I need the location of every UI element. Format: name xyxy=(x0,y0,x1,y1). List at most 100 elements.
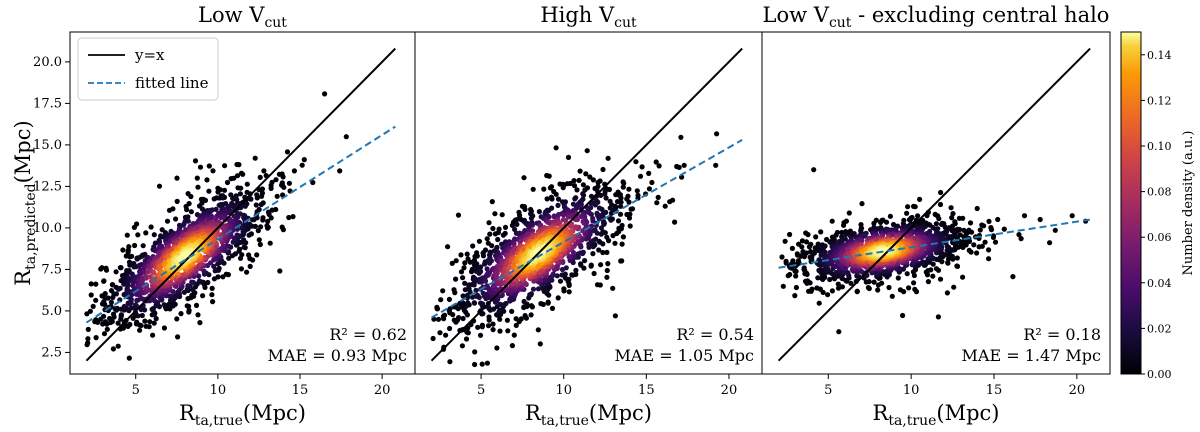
scatter-point xyxy=(1069,213,1075,219)
scatter-point xyxy=(118,265,124,271)
scatter-point xyxy=(462,260,468,266)
scatter-point xyxy=(550,271,556,277)
scatter-point xyxy=(839,284,846,290)
scatter-point xyxy=(114,305,120,311)
scatter-point xyxy=(546,207,552,213)
scatter-point xyxy=(865,285,872,291)
scatter-point xyxy=(615,218,622,224)
scatter-point xyxy=(234,173,241,179)
colorbar-tick-label: 0.06 xyxy=(1147,231,1172,244)
x-tick-label: 15 xyxy=(986,383,1003,398)
x-ticks: 5 10 15 20 xyxy=(132,374,390,398)
panel-title: Low Vcut - excluding central halo xyxy=(763,3,1110,31)
scatter-point xyxy=(811,250,818,256)
scatter-point xyxy=(563,217,569,224)
scatter-point xyxy=(485,323,492,329)
colorbar-tick-label: 0.14 xyxy=(1147,49,1172,62)
scatter-point xyxy=(639,164,645,170)
scatter-point xyxy=(839,229,845,236)
scatter-point xyxy=(793,273,799,279)
scatter-point xyxy=(279,182,285,188)
scatter-point xyxy=(268,185,274,191)
scatter-point xyxy=(598,192,604,198)
scatter-point xyxy=(509,308,515,314)
scatter-point xyxy=(590,218,596,224)
scatter-point xyxy=(513,316,519,322)
scatter-point xyxy=(780,283,786,289)
scatter-point xyxy=(244,269,250,275)
scatter-point xyxy=(237,191,243,197)
scatter-point xyxy=(460,315,466,322)
scatter-point xyxy=(555,295,561,301)
scatter-point xyxy=(484,236,490,242)
scatter-point xyxy=(600,249,606,256)
scatter-point xyxy=(222,163,228,169)
scatter-point xyxy=(843,231,849,237)
scatter-point xyxy=(602,191,608,197)
scatter-point xyxy=(590,177,597,183)
scatter-point xyxy=(88,281,94,287)
y-axis-label: Rta,predicted(Mpc) xyxy=(11,120,39,285)
mae-annotation: MAE = 0.93 Mpc xyxy=(268,346,408,365)
scatter-point xyxy=(218,214,224,220)
scatter-point xyxy=(555,213,561,219)
scatter-point xyxy=(125,249,131,255)
scatter-point xyxy=(871,279,877,285)
scatter-point xyxy=(967,220,974,226)
scatter-point xyxy=(572,196,578,202)
scatter-point xyxy=(586,210,592,216)
scatter-point xyxy=(105,295,111,301)
scatter-point xyxy=(440,288,446,294)
scatter-point xyxy=(905,204,911,210)
scatter-point xyxy=(180,222,186,228)
scatter-point xyxy=(456,315,462,321)
scatter-point xyxy=(866,279,872,285)
scatter-point xyxy=(231,175,237,181)
scatter-point xyxy=(954,263,960,269)
scatter-point xyxy=(961,227,967,233)
scatter-point xyxy=(265,218,271,224)
scatter-point xyxy=(495,229,501,236)
reference-lines xyxy=(85,47,396,362)
scatter-point xyxy=(453,276,459,282)
scatter-point xyxy=(883,219,890,225)
scatter-point xyxy=(900,312,906,319)
scatter-point xyxy=(829,288,836,294)
legend-box xyxy=(77,37,219,101)
scatter-point xyxy=(1018,236,1024,242)
scatter-point xyxy=(580,218,586,225)
scatter-point xyxy=(175,334,181,340)
scatter-point xyxy=(529,222,536,228)
panel-high-vcut: 5 10 15 20 High Vcut R² = 0.54 MAE = 1.05 M… xyxy=(414,3,763,429)
panel-excluding-central-halo: 5 10 15 20 Low Vcut - excluding central hal… xyxy=(761,3,1111,429)
scatter-point xyxy=(604,274,610,280)
scatter-point xyxy=(681,162,687,168)
scatter-point xyxy=(143,323,149,329)
scatter-point xyxy=(259,193,265,199)
scatter-point xyxy=(613,192,619,198)
scatter-point xyxy=(290,214,296,220)
scatter-point xyxy=(464,251,470,257)
scatter-point xyxy=(260,215,266,221)
y-tick-label: 10.0 xyxy=(33,221,62,236)
scatter-point xyxy=(156,183,163,189)
legend-label-yx: y=x xyxy=(134,46,165,64)
scatter-point xyxy=(438,297,444,303)
scatter-point xyxy=(250,217,256,223)
scatter-point xyxy=(99,265,105,271)
scatter-point xyxy=(102,319,108,325)
scatter-point xyxy=(605,261,611,267)
scatter-point xyxy=(443,332,449,338)
scatter-point xyxy=(479,361,485,367)
scatter-point xyxy=(513,322,519,328)
scatter-point xyxy=(93,297,99,303)
scatter-point xyxy=(937,276,944,282)
scatter-point xyxy=(253,202,259,208)
scatter-point xyxy=(495,236,501,243)
scatter-point xyxy=(488,258,494,264)
scatter-point xyxy=(189,279,195,285)
scatter-point xyxy=(574,187,580,193)
scatter-point xyxy=(174,175,180,181)
scatter-points xyxy=(84,91,349,361)
colorbar-tick-label: 0.12 xyxy=(1147,94,1172,107)
